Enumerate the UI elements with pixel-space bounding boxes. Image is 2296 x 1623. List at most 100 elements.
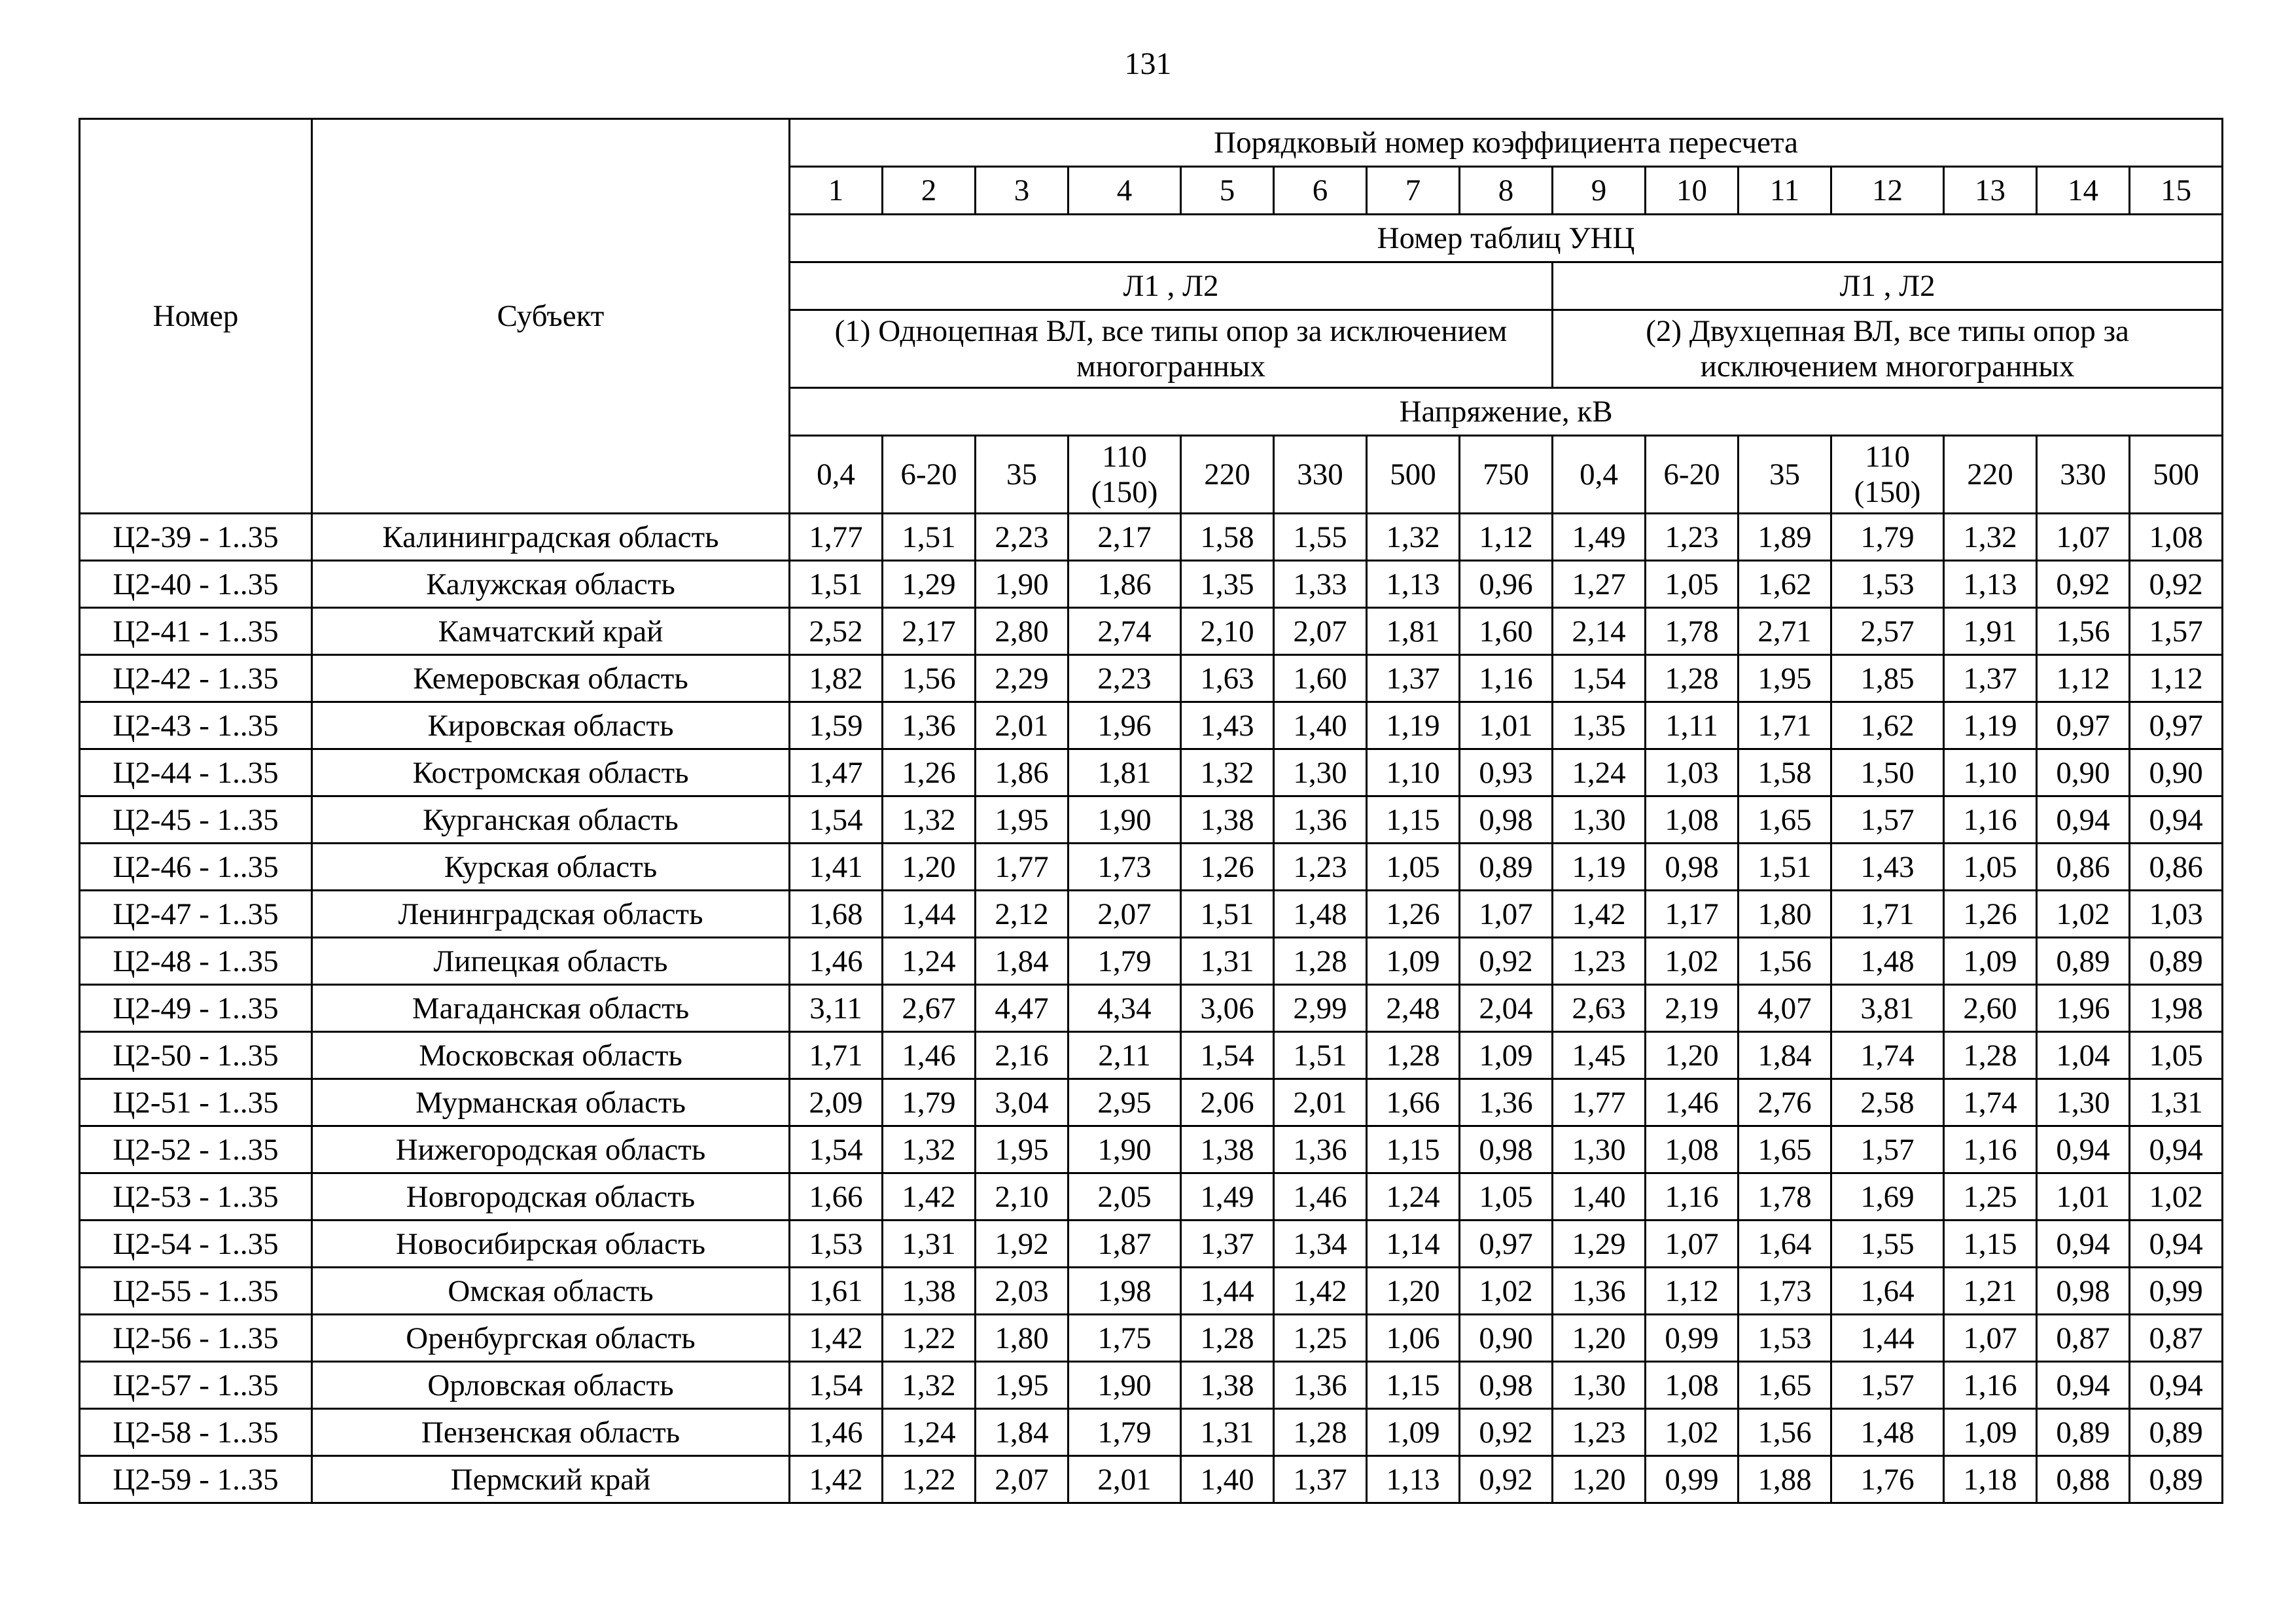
voltage-header-cell: 110 (150): [1067, 435, 1182, 515]
voltage-header-cell: 6-20: [881, 435, 976, 515]
row-value: 1,38: [1180, 1361, 1275, 1410]
row-value: 1,81: [1366, 607, 1460, 656]
header-subject: Субъект: [311, 117, 790, 515]
row-value: 2,03: [974, 1266, 1069, 1316]
row-value: 1,31: [1180, 1408, 1275, 1457]
row-subject: Магаданская область: [311, 984, 790, 1033]
row-value: 1,77: [788, 512, 883, 562]
row-value: 2,10: [1180, 607, 1275, 656]
row-value: 0,94: [2128, 1361, 2224, 1410]
table-row: Ц2-40 - 1..35 Калужская область 1,51 1,29 1,…: [79, 560, 2224, 609]
row-value: 1,56: [1737, 1408, 1832, 1457]
ordinal-header-cell: 13: [1943, 166, 2038, 215]
row-value: 1,04: [2036, 1031, 2130, 1080]
row-value: 2,16: [974, 1031, 1069, 1080]
row-code: Ц2-50 - 1..35: [79, 1031, 313, 1080]
voltage-header-cell: 6-20: [1644, 435, 1739, 515]
row-value: 1,38: [1180, 795, 1275, 845]
row-value: 1,16: [1943, 1361, 2038, 1410]
ordinal-header-cell: 11: [1737, 166, 1832, 215]
row-value: 1,44: [1830, 1313, 1945, 1363]
row-value: 1,65: [1737, 1361, 1832, 1410]
row-value: 1,79: [1067, 1408, 1182, 1457]
row-value: 1,71: [788, 1031, 883, 1080]
row-value: 0,92: [2036, 560, 2130, 609]
row-code: Ц2-41 - 1..35: [79, 607, 313, 656]
row-value: 0,89: [2128, 936, 2224, 986]
row-subject: Московская область: [311, 1031, 790, 1080]
row-value: 1,28: [1943, 1031, 2038, 1080]
row-value: 2,58: [1830, 1078, 1945, 1128]
row-value: 1,82: [788, 654, 883, 704]
ordinal-header-cell: 12: [1830, 166, 1945, 215]
row-value: 1,17: [1644, 889, 1739, 939]
row-value: 1,38: [1180, 1125, 1275, 1175]
row-value: 1,20: [1551, 1313, 1646, 1363]
row-value: 0,87: [2036, 1313, 2130, 1363]
row-value: 1,51: [1273, 1031, 1368, 1080]
row-value: 0,94: [2128, 1219, 2224, 1269]
row-value: 2,14: [1551, 607, 1646, 656]
page-number: 131: [1124, 46, 1172, 81]
header-group2-desc: (2) Двухцепная ВЛ, все типы опор за искл…: [1551, 308, 2224, 389]
row-value: 2,67: [881, 984, 976, 1033]
header-row-group-desc: (1) Одноцепная ВЛ, все типы опор за искл…: [80, 308, 2224, 389]
ordinal-header-cell: 10: [1644, 166, 1739, 215]
ordinal-header-cell: 15: [2128, 166, 2224, 215]
row-code: Ц2-46 - 1..35: [79, 842, 313, 892]
row-value: 0,89: [2128, 1408, 2224, 1457]
row-value: 1,21: [1943, 1266, 2038, 1316]
row-value: 0,98: [1458, 795, 1553, 845]
row-value: 2,10: [974, 1172, 1069, 1222]
row-value: 2,05: [1067, 1172, 1182, 1222]
row-code: Ц2-54 - 1..35: [79, 1219, 313, 1269]
row-value: 1,20: [1551, 1455, 1646, 1505]
row-value: 1,45: [1551, 1031, 1646, 1080]
row-value: 1,24: [1366, 1172, 1460, 1222]
row-value: 1,60: [1458, 607, 1553, 656]
row-value: 1,40: [1551, 1172, 1646, 1222]
row-value: 1,03: [2128, 889, 2224, 939]
row-value: 1,53: [1830, 560, 1945, 609]
row-value: 0,89: [2036, 1408, 2130, 1457]
row-value: 1,79: [881, 1078, 976, 1128]
row-value: 1,09: [1943, 936, 2038, 986]
row-value: 1,57: [1830, 1125, 1945, 1175]
row-value: 1,23: [1551, 1408, 1646, 1457]
row-code: Ц2-59 - 1..35: [79, 1455, 313, 1505]
row-value: 1,36: [1551, 1266, 1646, 1316]
row-value: 1,40: [1273, 701, 1368, 751]
row-value: 1,48: [1273, 889, 1368, 939]
row-subject: Оренбургская область: [311, 1313, 790, 1363]
ordinal-header-cell: 4: [1067, 166, 1182, 215]
row-value: 0,94: [2128, 795, 2224, 845]
row-value: 1,57: [2128, 607, 2224, 656]
row-value: 1,49: [1551, 512, 1646, 562]
row-value: 1,77: [974, 842, 1069, 892]
header-group2-lines: Л1 , Л2: [1551, 261, 2224, 311]
row-value: 1,13: [1943, 560, 2038, 609]
row-value: 2,12: [974, 889, 1069, 939]
table-header: Номер Субъект Порядковый номер коэффицие…: [79, 117, 2224, 515]
row-value: 1,16: [1943, 795, 2038, 845]
row-value: 1,22: [881, 1455, 976, 1505]
row-value: 1,32: [881, 1125, 976, 1175]
row-value: 0,86: [2036, 842, 2130, 892]
row-value: 1,03: [1644, 748, 1739, 798]
row-value: 1,05: [1366, 842, 1460, 892]
row-value: 0,94: [2036, 1125, 2130, 1175]
row-value: 1,28: [1644, 654, 1739, 704]
row-value: 1,95: [974, 1125, 1069, 1175]
table-row: Ц2-48 - 1..35 Липецкая область 1,46 1,24 1,8…: [79, 936, 2224, 986]
row-value: 1,46: [788, 1408, 883, 1457]
header-voltage-title: Напряжение, кВ: [788, 387, 2224, 437]
row-value: 1,91: [1943, 607, 2038, 656]
row-value: 0,97: [2128, 701, 2224, 751]
row-value: 2,74: [1067, 607, 1182, 656]
row-code: Ц2-48 - 1..35: [79, 936, 313, 986]
row-subject: Кемеровская область: [311, 654, 790, 704]
row-value: 1,59: [788, 701, 883, 751]
row-value: 1,07: [1644, 1219, 1739, 1269]
row-value: 0,93: [1458, 748, 1553, 798]
coefficients-table: Номер Субъект Порядковый номер коэффицие…: [79, 117, 2224, 1505]
